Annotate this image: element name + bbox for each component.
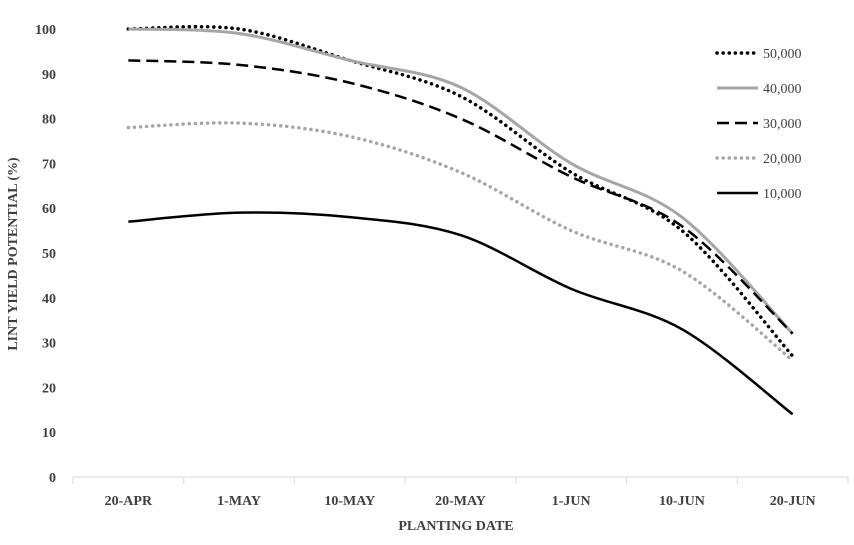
legend-label: 40,000 [763, 82, 802, 97]
x-axis-ticks: 20-APR 1-MAY 10-MAY 20-MAY 1-JUN 10-JUN 20-JUN [72, 477, 849, 509]
y-tick-label: 70 [42, 157, 56, 172]
x-tick-label: 1-JUN [552, 494, 591, 509]
x-tick-label: 20-JUN [770, 494, 816, 509]
y-axis-title: LINT YIELD POTENTIAL (%) [6, 157, 21, 351]
y-tick-label: 80 [42, 113, 56, 128]
legend-label: 10,000 [763, 187, 802, 202]
series-line [126, 121, 795, 363]
x-tick-label: 20-APR [105, 494, 153, 509]
y-tick-label: 20 [42, 381, 56, 396]
series-lines [126, 24, 795, 416]
series-line [128, 27, 794, 335]
y-tick-label: 40 [42, 292, 56, 307]
y-tick-label: 0 [49, 471, 56, 486]
x-tick-label: 20-MAY [435, 494, 486, 509]
y-axis-ticks: 0 10 20 30 40 50 60 70 80 90 100 [35, 23, 56, 486]
y-tick-label: 90 [42, 68, 56, 83]
series-line [126, 24, 795, 358]
legend-label: 50,000 [763, 47, 802, 62]
y-tick-label: 100 [35, 23, 56, 38]
x-tick-label: 10-JUN [659, 494, 705, 509]
y-tick-label: 60 [42, 202, 56, 217]
y-tick-label: 10 [42, 426, 56, 441]
x-axis-title: PLANTING DATE [398, 519, 513, 534]
series-line [128, 59, 794, 335]
legend-label: 20,000 [763, 152, 802, 167]
x-tick-label: 10-MAY [324, 494, 375, 509]
y-tick-label: 50 [42, 247, 56, 262]
legend-label: 30,000 [763, 117, 802, 132]
x-tick-label: 1-MAY [217, 494, 261, 509]
legend: 50,000 40,000 30,000 20,000 10,000 [715, 47, 802, 202]
y-tick-label: 30 [42, 337, 56, 352]
series-line [128, 211, 794, 416]
